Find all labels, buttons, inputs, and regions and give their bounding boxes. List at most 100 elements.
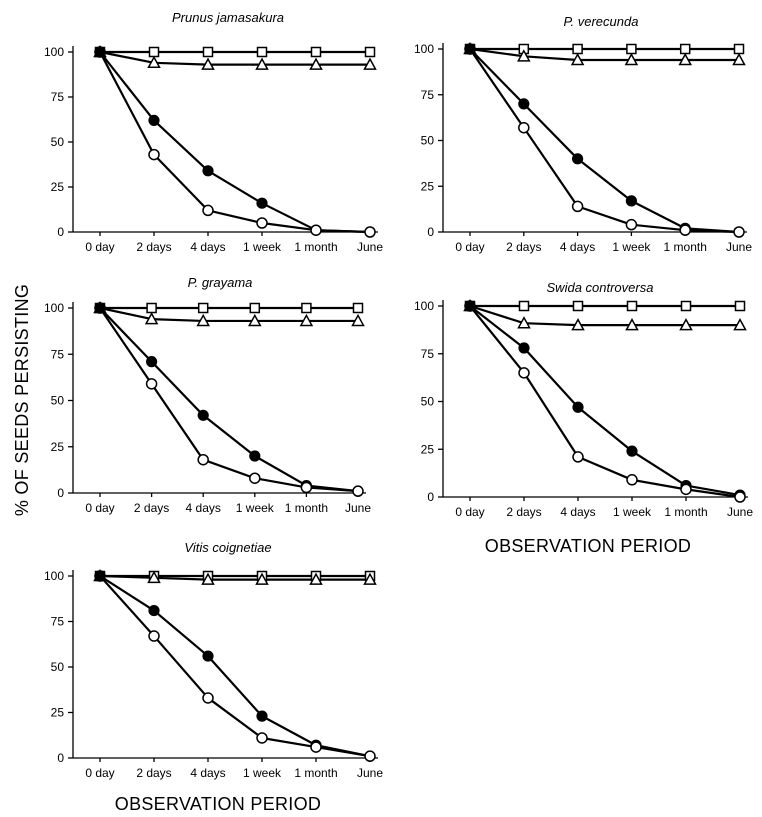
y-tick-label: 50: [421, 395, 435, 409]
data-point-open-circle: [571, 200, 584, 213]
x-tick-label: 2 days: [136, 240, 171, 254]
data-point-triangle: [571, 318, 585, 331]
data-point-square: [197, 302, 209, 314]
data-point-open-circle: [202, 692, 214, 704]
series-line-circle-filled: [99, 575, 371, 758]
data-point-square: [301, 302, 312, 314]
data-point-triangle: [255, 57, 269, 70]
series-line-triangle-open: [469, 304, 740, 327]
data-point-square: [518, 300, 530, 312]
data-point-filled-circle: [626, 445, 638, 457]
series-line-triangle-open: [469, 47, 739, 62]
data-point-open-circle: [145, 378, 158, 390]
data-point-filled-circle: [571, 153, 584, 165]
y-tick-label: 0: [57, 751, 64, 765]
x-tick-label: 0 day: [85, 766, 114, 780]
series-line-triangle-open: [99, 574, 370, 581]
data-point-open-circle: [518, 367, 530, 379]
data-point-filled-circle: [146, 356, 158, 368]
data-point-open-circle: [680, 483, 692, 496]
y-tick-label: 100: [44, 569, 64, 583]
y-tick-label: 25: [51, 440, 65, 454]
data-point-triangle: [351, 313, 365, 327]
data-point-square: [148, 46, 160, 58]
data-point-square: [626, 43, 637, 55]
data-point-filled-circle: [249, 450, 261, 462]
x-tick-label: June: [727, 505, 753, 519]
x-tick-label: 4 days: [190, 766, 225, 780]
data-point-square: [146, 302, 157, 314]
data-point-open-circle: [310, 224, 322, 236]
chart-panel-5: Vitis coignetiae 0 25 50 75 100 0 day 2 days 4 d…: [44, 540, 383, 780]
data-point-square: [680, 300, 692, 312]
x-tick-label: 0 day: [455, 240, 484, 254]
data-point-triangle: [624, 52, 639, 66]
x-tick-label: 0 day: [455, 505, 484, 519]
data-point-triangle: [517, 49, 531, 62]
x-tick-label: 1 week: [612, 240, 651, 254]
x-tick-label: 2 days: [506, 505, 541, 519]
y-tick-label: 0: [57, 486, 64, 500]
x-axis-title-bottom: OBSERVATION PERIOD: [115, 794, 321, 814]
data-point-open-circle: [249, 472, 261, 484]
data-point-triangle: [201, 57, 215, 70]
data-point-origin: [95, 303, 105, 313]
chart-panel-2: P. verecunda 0 25 50 75 100 0 day 2 days 4 days 1…: [414, 14, 752, 254]
series-line-circle-filled: [99, 51, 371, 234]
y-tick-label: 25: [421, 179, 435, 193]
panel-title: Swida controversa: [547, 280, 654, 295]
data-point-triangle: [517, 316, 531, 329]
data-point-open-circle: [300, 481, 313, 494]
y-tick-label: 50: [421, 134, 435, 148]
y-tick-label: 25: [421, 442, 435, 456]
data-point-open-circle: [148, 148, 160, 161]
y-tick-label: 100: [414, 42, 434, 56]
data-point-square: [572, 300, 584, 312]
data-point-open-circle: [734, 491, 746, 503]
chart-panel-3: P. grayama 0 25 50 75 100 0 day 2 days 4 days 1 w…: [44, 275, 371, 515]
x-tick-label: 1 month: [294, 766, 337, 780]
data-point-square: [734, 300, 746, 312]
data-point-origin: [465, 44, 475, 54]
x-tick-label: 4 days: [190, 240, 225, 254]
data-point-square: [733, 43, 745, 55]
data-point-filled-circle: [625, 195, 638, 207]
x-tick-label: 1 week: [236, 501, 275, 515]
data-point-triangle: [363, 57, 377, 70]
x-tick-label: June: [345, 501, 371, 515]
panel-title: P. verecunda: [564, 14, 639, 29]
data-point-open-circle: [625, 218, 638, 231]
series-line-circle-open: [99, 575, 371, 758]
series-line-circle-open: [99, 51, 371, 234]
data-point-triangle: [732, 52, 746, 66]
x-tick-label: 1 week: [613, 505, 652, 519]
data-point-triangle: [147, 570, 161, 584]
x-tick-label: June: [357, 766, 383, 780]
panel-title: Prunus jamasakura: [172, 10, 284, 25]
data-point-filled-circle: [148, 114, 160, 127]
series-line-circle-open: [99, 307, 359, 493]
data-point-triangle: [196, 313, 210, 327]
x-tick-label: 1 month: [664, 505, 707, 519]
series-line-circle-filled: [469, 48, 740, 234]
data-point-open-circle: [518, 121, 530, 134]
y-tick-label: 0: [427, 225, 434, 239]
data-point-open-circle: [197, 453, 209, 466]
x-tick-label: 0 day: [85, 240, 114, 254]
data-point-triangle: [625, 318, 639, 331]
data-point-open-circle: [364, 226, 376, 238]
y-tick-label: 100: [44, 301, 64, 315]
x-tick-label: 4 days: [186, 501, 221, 515]
x-tick-label: 0 day: [85, 501, 114, 515]
data-point-filled-circle: [202, 650, 214, 662]
y-tick-label: 75: [51, 347, 65, 361]
x-tick-label: 1 month: [285, 501, 328, 515]
data-point-filled-circle: [148, 604, 160, 617]
data-point-open-circle: [572, 451, 584, 463]
x-axis-title-right: OBSERVATION PERIOD: [485, 536, 691, 556]
x-tick-label: 1 month: [294, 240, 337, 254]
x-tick-label: 1 week: [243, 240, 282, 254]
series-line-circle-filled: [469, 305, 741, 497]
x-tick-label: 1 week: [243, 766, 282, 780]
